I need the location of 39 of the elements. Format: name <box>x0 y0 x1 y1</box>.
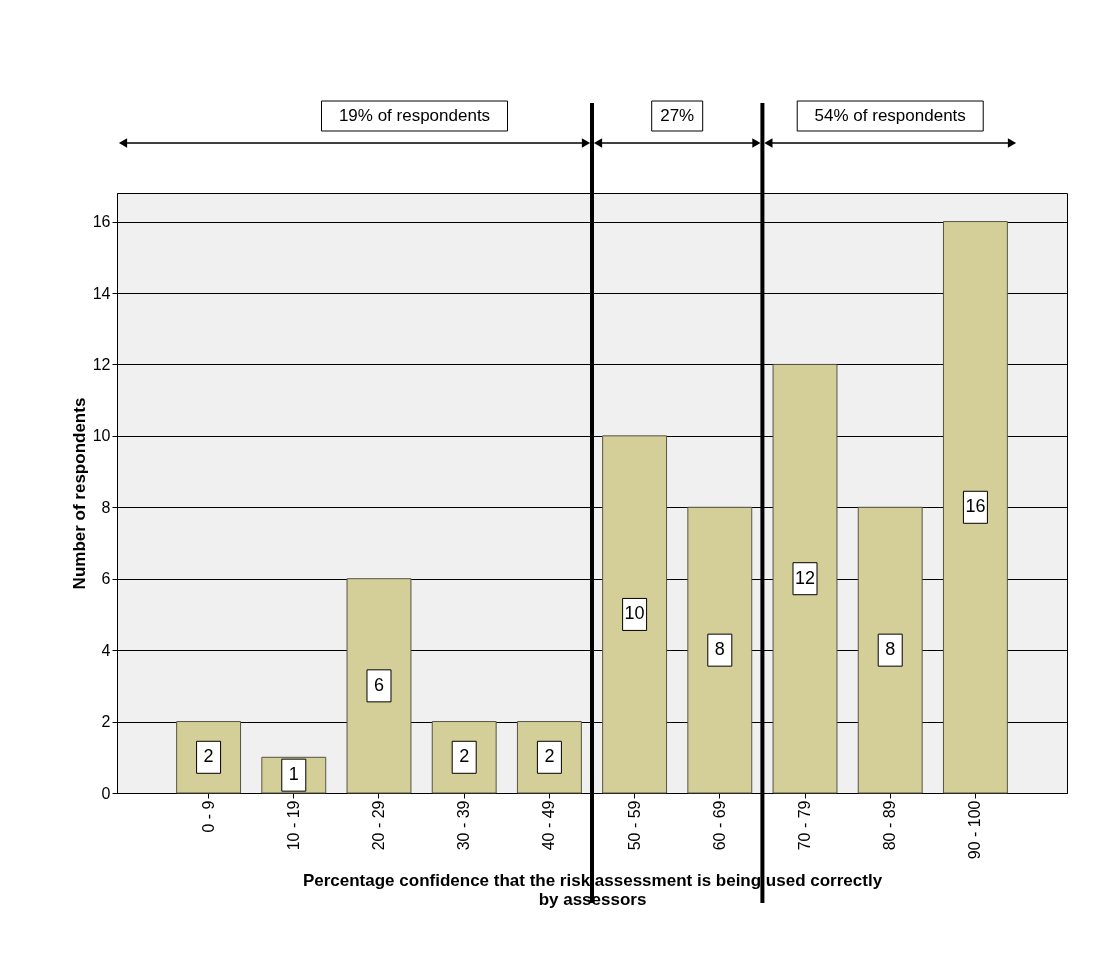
bar <box>687 506 753 794</box>
bar <box>346 578 412 794</box>
y-tick-label: 4 <box>101 641 111 659</box>
y-tick-label: 6 <box>101 570 111 588</box>
x-tick-label: 10 - 19 <box>284 800 302 851</box>
y-tick-label: 2 <box>101 713 111 731</box>
y-tick-label: 10 <box>92 427 111 445</box>
bar <box>602 435 668 794</box>
x-tick-label: 40 - 49 <box>540 800 558 851</box>
text: 27% <box>660 106 695 125</box>
x-tick-label: 60 - 69 <box>710 800 728 851</box>
y-tick-label: 14 <box>92 284 111 302</box>
y-axis-title: Number of respondents <box>69 397 89 590</box>
bar <box>942 221 1008 794</box>
x-tick-label: 70 - 79 <box>796 800 813 851</box>
data-label: 12 <box>794 567 816 588</box>
bar <box>772 363 838 794</box>
data-label: 10 <box>624 603 645 624</box>
y-tick-label: 8 <box>101 498 111 516</box>
data-label: 8 <box>714 639 725 660</box>
y-tick-label: 0 <box>101 784 111 802</box>
x-tick-label: 50 - 59 <box>625 800 643 851</box>
data-label: 6 <box>373 674 384 695</box>
y-tick-label: 12 <box>92 355 111 373</box>
data-label: 2 <box>459 746 470 767</box>
x-tick-label: 20 - 29 <box>370 800 387 851</box>
data-label: 16 <box>965 496 986 517</box>
bar <box>857 506 923 794</box>
text: 54% of respondents <box>814 106 966 125</box>
data-label: 2 <box>203 746 214 767</box>
text: 19% of respondents <box>338 106 491 125</box>
x-tick-label: 0 - 9 <box>199 800 217 833</box>
x-tick-label: 30 - 39 <box>455 800 473 851</box>
y-tick-label: 16 <box>92 213 111 231</box>
x-tick-label: 90 - 100 <box>966 800 984 860</box>
data-label: 1 <box>288 764 299 785</box>
x-tick-label: 80 - 89 <box>881 800 899 851</box>
data-label: 8 <box>885 639 896 660</box>
data-label: 2 <box>544 746 555 767</box>
